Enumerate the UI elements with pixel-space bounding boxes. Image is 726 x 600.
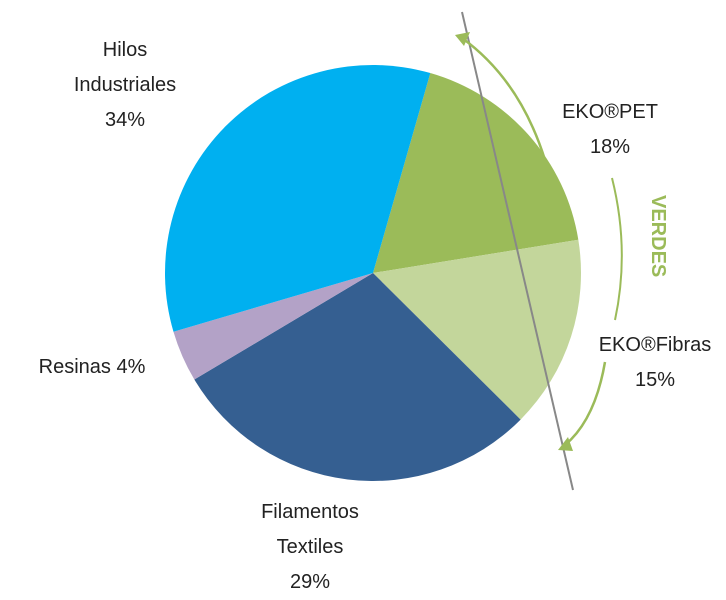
pie-slice bbox=[373, 239, 581, 420]
value-label: 34% bbox=[104, 109, 146, 131]
category-label: Resinas bbox=[38, 356, 111, 378]
bracket bbox=[611, 177, 623, 321]
value-label: 15% bbox=[634, 369, 676, 391]
slice-label: EKO®PET 18% bbox=[530, 95, 690, 165]
pie bbox=[164, 64, 581, 481]
slice-label: Filamentos Textiles 29% bbox=[240, 495, 380, 600]
category-label: EKO®PET bbox=[562, 101, 658, 123]
arrow-up bbox=[461, 36, 547, 161]
arrow-head bbox=[558, 437, 573, 451]
pie-slice bbox=[194, 273, 521, 481]
arrow-down bbox=[564, 361, 607, 446]
arrow-head bbox=[455, 32, 470, 46]
pie-slice bbox=[164, 64, 431, 332]
value-label: 4% bbox=[116, 356, 146, 378]
value-label: 18% bbox=[589, 136, 631, 158]
pie-slice bbox=[373, 73, 579, 274]
slice-label: EKO®Fibras 15% bbox=[580, 328, 726, 398]
slice-label: Hilos Industriales 34% bbox=[55, 33, 195, 138]
category-label: Hilos Industriales bbox=[73, 39, 177, 96]
value-label: 29% bbox=[289, 571, 331, 593]
pie-slice bbox=[173, 273, 373, 380]
category-label: Filamentos Textiles bbox=[261, 501, 359, 558]
divider-line bbox=[461, 11, 574, 491]
annotation: VERDES bbox=[647, 195, 669, 277]
slice-label: Resinas 4% bbox=[0, 350, 192, 385]
category-label: EKO®Fibras bbox=[598, 334, 712, 356]
